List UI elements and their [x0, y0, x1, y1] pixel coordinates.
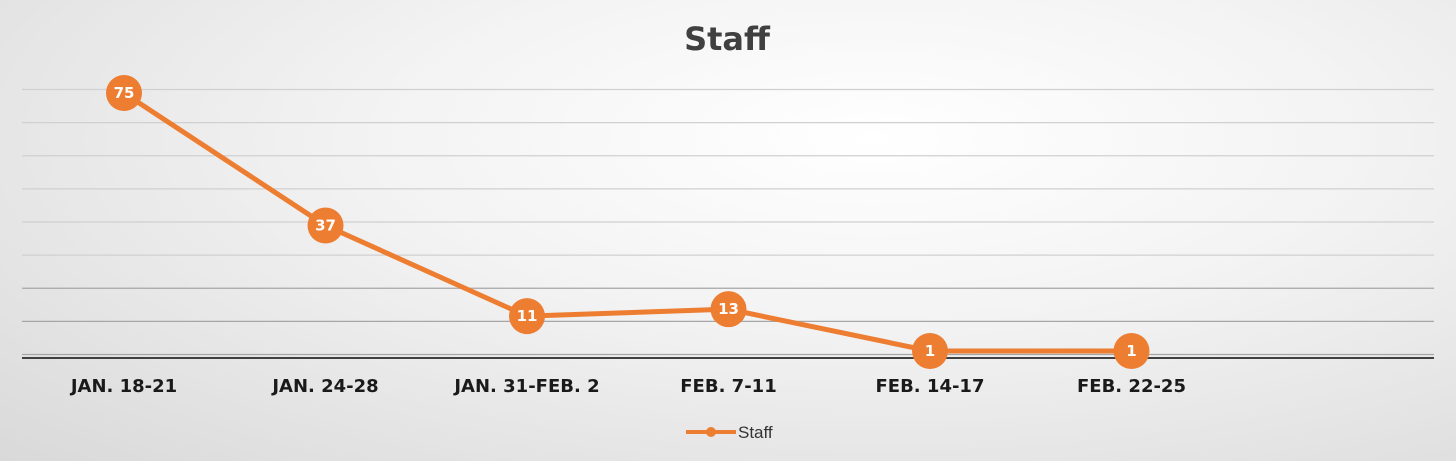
legend-label: Staff	[738, 423, 773, 442]
legend: Staff	[686, 423, 773, 442]
x-tick-label: JAN. 24-28	[270, 376, 378, 397]
legend-marker	[706, 427, 716, 437]
data-label: 1	[1126, 342, 1136, 360]
data-point	[509, 298, 545, 335]
x-tick-label: JAN. 31-FEB. 2	[452, 376, 599, 397]
data-label: 1	[925, 342, 935, 360]
data-label: 13	[718, 300, 739, 318]
x-tick-label: JAN. 18-21	[69, 376, 177, 397]
data-point	[106, 75, 142, 111]
data-label: 11	[517, 307, 538, 325]
x-tick-label: FEB. 14-17	[876, 376, 985, 397]
data-point	[912, 333, 948, 370]
data-point	[307, 207, 344, 244]
x-axis-ticks: JAN. 18-21 JAN. 24-28 JAN. 31-FEB. 2 FEB. 7…	[69, 376, 1186, 397]
data-point	[710, 291, 747, 328]
x-tick-label: FEB. 7-11	[680, 376, 776, 397]
data-point	[1113, 333, 1150, 370]
gridlines	[22, 88, 1434, 356]
chart-title: Staff	[684, 20, 771, 58]
data-label: 75	[114, 84, 135, 102]
series-line	[122, 90, 1132, 354]
x-tick-label: FEB. 22-25	[1077, 376, 1186, 397]
data-label: 37	[315, 217, 336, 235]
